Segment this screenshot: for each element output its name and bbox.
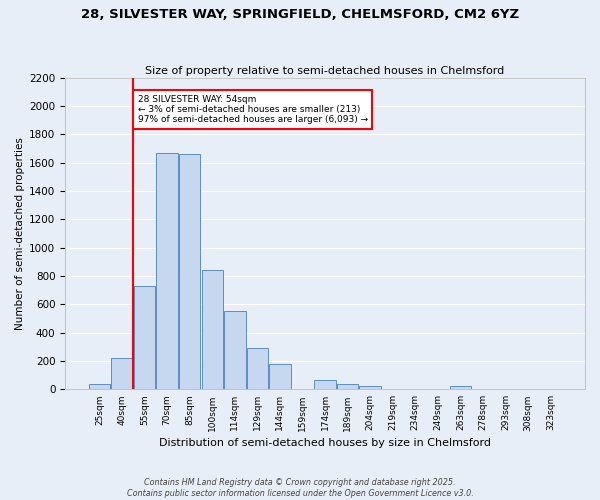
Bar [314, 380, 336, 390]
Bar [450, 386, 471, 390]
Title: Size of property relative to semi-detached houses in Chelmsford: Size of property relative to semi-detach… [145, 66, 505, 76]
Bar [247, 348, 268, 390]
Y-axis label: Number of semi-detached properties: Number of semi-detached properties [15, 137, 25, 330]
Bar [202, 270, 223, 390]
Bar [224, 310, 245, 390]
X-axis label: Distribution of semi-detached houses by size in Chelmsford: Distribution of semi-detached houses by … [159, 438, 491, 448]
Bar [134, 286, 155, 390]
Bar [112, 358, 133, 390]
Bar [157, 152, 178, 390]
Bar [359, 386, 381, 390]
Text: 28, SILVESTER WAY, SPRINGFIELD, CHELMSFORD, CM2 6YZ: 28, SILVESTER WAY, SPRINGFIELD, CHELMSFO… [81, 8, 519, 20]
Bar [269, 364, 290, 390]
Bar [179, 154, 200, 390]
Text: 28 SILVESTER WAY: 54sqm
← 3% of semi-detached houses are smaller (213)
97% of se: 28 SILVESTER WAY: 54sqm ← 3% of semi-det… [138, 94, 368, 124]
Bar [89, 384, 110, 390]
Bar [337, 384, 358, 390]
Text: Contains HM Land Registry data © Crown copyright and database right 2025.
Contai: Contains HM Land Registry data © Crown c… [127, 478, 473, 498]
